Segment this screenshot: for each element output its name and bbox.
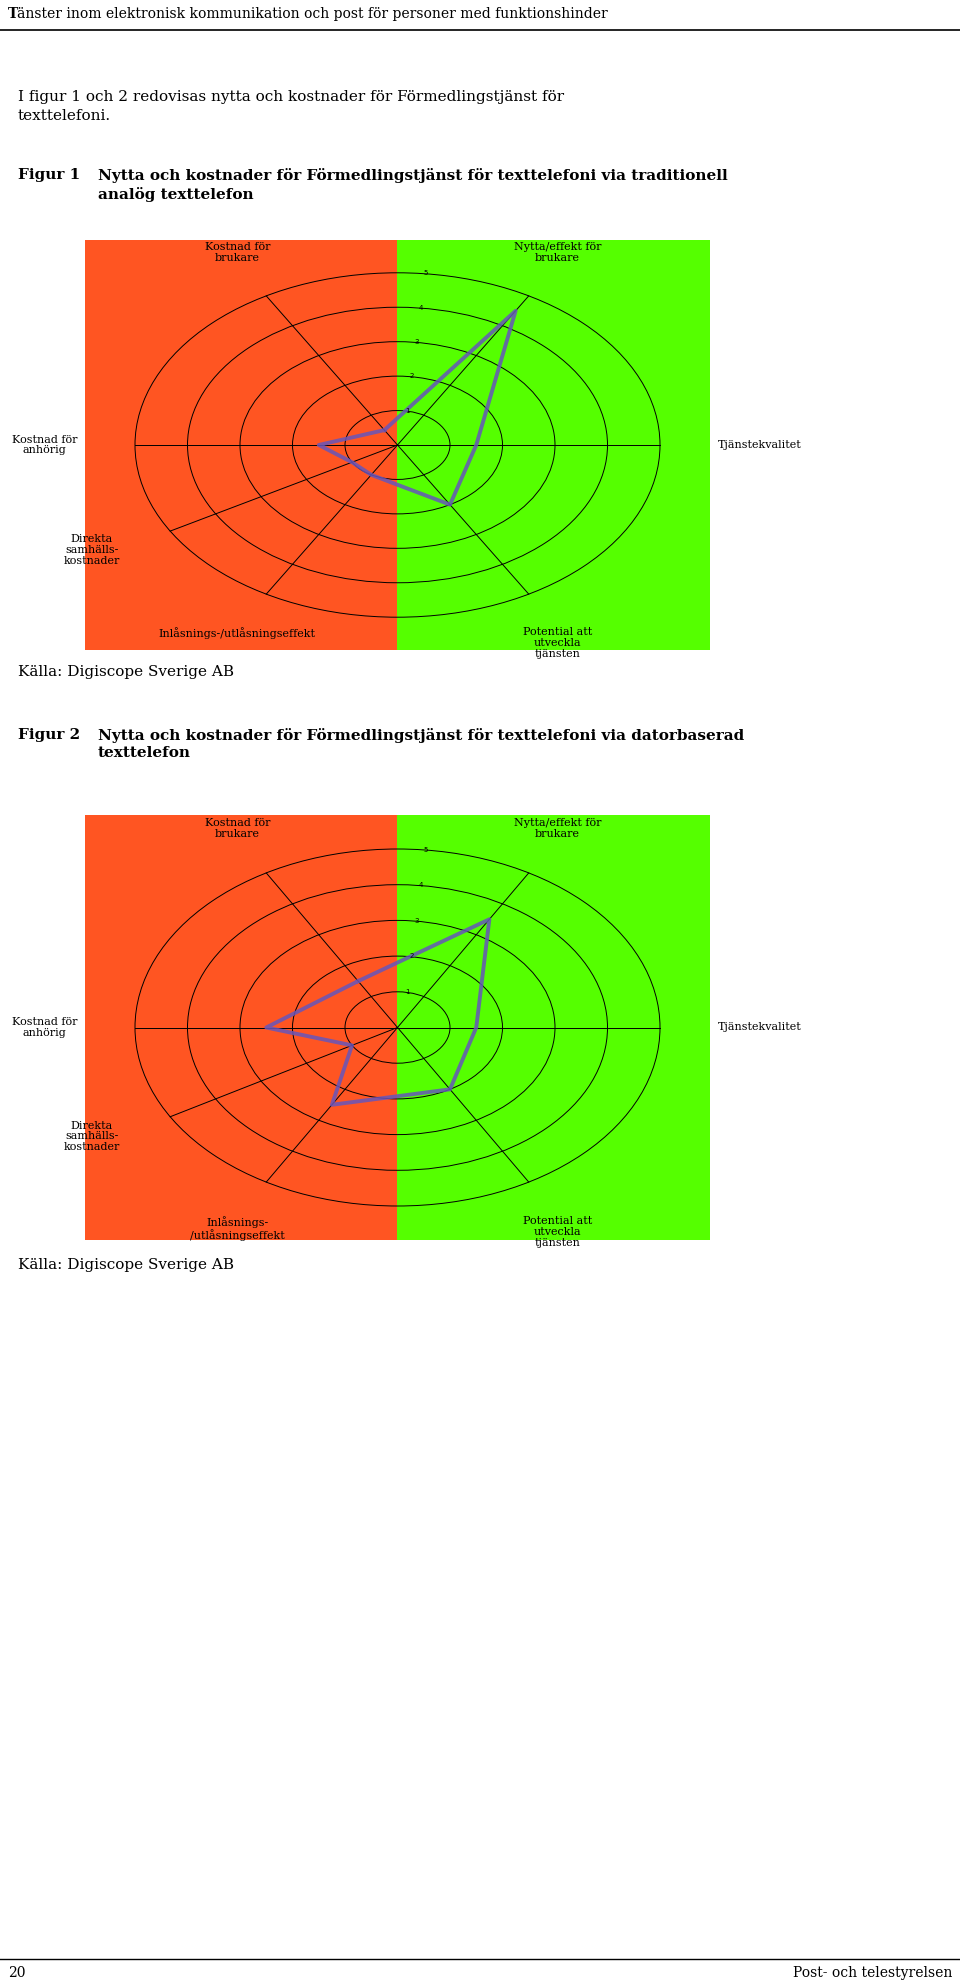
Text: Nytta/effekt för
brukare: Nytta/effekt för brukare xyxy=(514,819,601,839)
Text: 1: 1 xyxy=(405,407,410,413)
Text: änster inom elektronisk kommunikation och post för personer med funktionshinder: änster inom elektronisk kommunikation oc… xyxy=(17,8,608,22)
Text: Källa: Digiscope Sverige AB: Källa: Digiscope Sverige AB xyxy=(18,666,234,680)
Text: Potential att
utveckla
tjänsten: Potential att utveckla tjänsten xyxy=(523,628,592,658)
Text: 3: 3 xyxy=(414,918,419,924)
Text: 1: 1 xyxy=(405,990,410,995)
Text: 3: 3 xyxy=(414,340,419,346)
Text: Direkta
samhälls-
kostnader: Direkta samhälls- kostnader xyxy=(63,1121,120,1152)
Text: Inlåsnings-/utlåsningseffekt: Inlåsnings-/utlåsningseffekt xyxy=(158,628,316,638)
Text: Kostnad för
anhörig: Kostnad för anhörig xyxy=(12,435,77,455)
Bar xyxy=(85,815,397,1240)
Text: Inlåsnings-
/utlåsningseffekt: Inlåsnings- /utlåsningseffekt xyxy=(190,1216,285,1240)
Text: 5: 5 xyxy=(423,270,428,276)
Text: 2: 2 xyxy=(410,374,414,380)
Text: Nytta/effekt för
brukare: Nytta/effekt för brukare xyxy=(514,242,601,262)
Text: Kostnad för
brukare: Kostnad för brukare xyxy=(204,819,270,839)
Text: 4: 4 xyxy=(419,882,423,888)
Text: Källa: Digiscope Sverige AB: Källa: Digiscope Sverige AB xyxy=(18,1258,234,1272)
Bar xyxy=(85,240,397,650)
Text: 4: 4 xyxy=(419,304,423,310)
Text: Post- och telestyrelsen: Post- och telestyrelsen xyxy=(793,1965,952,1979)
Text: T: T xyxy=(8,8,18,22)
Text: Nytta och kostnader för Förmedlingstjänst för texttelefoni via traditionell
anal: Nytta och kostnader för Förmedlingstjäns… xyxy=(98,169,728,201)
Text: Potential att
utveckla
tjänsten: Potential att utveckla tjänsten xyxy=(523,1216,592,1248)
Text: 5: 5 xyxy=(423,846,428,852)
Bar xyxy=(397,240,710,650)
Text: Tjänstekvalitet: Tjänstekvalitet xyxy=(718,1023,802,1033)
Bar xyxy=(397,815,710,1240)
Text: Nytta och kostnader för Förmedlingstjänst för texttelefoni via datorbaserad
text: Nytta och kostnader för Förmedlingstjäns… xyxy=(98,727,744,761)
Text: Figur 2: Figur 2 xyxy=(18,727,80,741)
Text: 20: 20 xyxy=(8,1965,26,1979)
Text: Kostnad för
anhörig: Kostnad för anhörig xyxy=(12,1017,77,1037)
Text: Figur 1: Figur 1 xyxy=(18,169,81,183)
Text: I figur 1 och 2 redovisas nytta och kostnader för Förmedlingstjänst för
texttele: I figur 1 och 2 redovisas nytta och kost… xyxy=(18,89,564,123)
Text: Direkta
samhälls-
kostnader: Direkta samhälls- kostnader xyxy=(63,535,120,566)
Text: Kostnad för
brukare: Kostnad för brukare xyxy=(204,242,270,262)
Text: 2: 2 xyxy=(410,954,414,960)
Text: Tjänstekvalitet: Tjänstekvalitet xyxy=(718,439,802,449)
